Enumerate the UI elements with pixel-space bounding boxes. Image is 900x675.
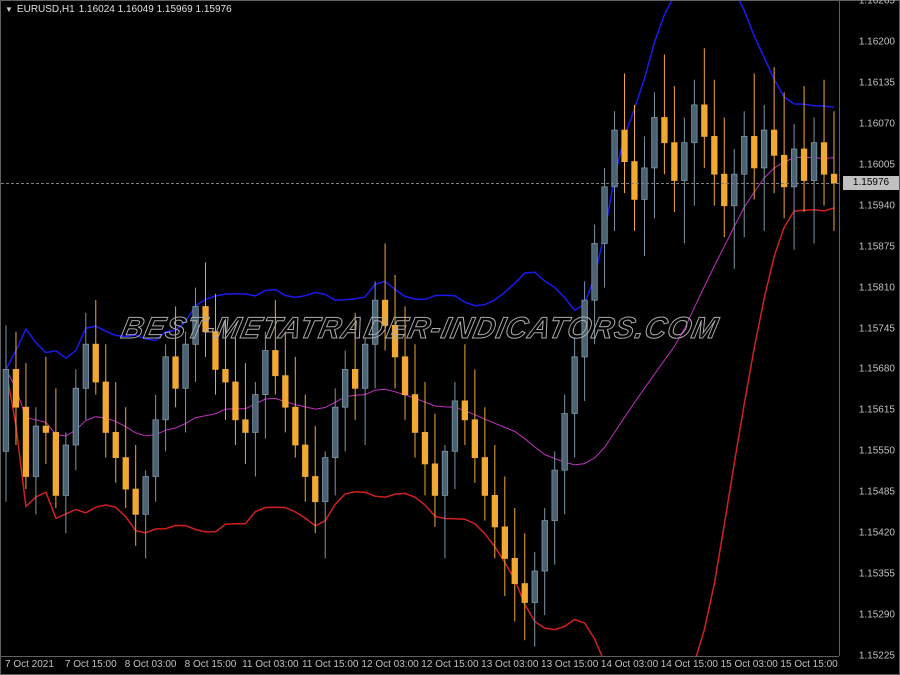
x-axis: 7 Oct 2021 7 Oct 15:00 8 Oct 03:00 8 Oct 15… [1, 656, 839, 674]
dropdown-icon[interactable]: ▼ [5, 5, 13, 14]
symbol-label: EURUSD,H1 [17, 4, 75, 15]
x-tick-label: 14 Oct 03:00 [601, 659, 658, 670]
bid-price-tag: 1.15976 [843, 176, 899, 190]
x-tick-label: 13 Oct 03:00 [481, 659, 538, 670]
y-tick-label: 1.15225 [859, 651, 895, 662]
x-tick-label: 13 Oct 15:00 [541, 659, 598, 670]
x-tick-label: 7 Oct 15:00 [65, 659, 117, 670]
bid-line [1, 183, 839, 184]
x-tick-label: 14 Oct 15:00 [661, 659, 718, 670]
y-tick-label: 1.15550 [859, 446, 895, 457]
x-tick-label: 15 Oct 03:00 [721, 659, 778, 670]
y-tick-label: 1.15615 [859, 405, 895, 416]
y-tick-label: 1.16200 [859, 36, 895, 47]
y-tick-label: 1.15745 [859, 323, 895, 334]
chart-window: ▼ EURUSD,H1 1.16024 1.16049 1.15969 1.15… [0, 0, 900, 675]
y-tick-label: 1.15875 [859, 241, 895, 252]
x-tick-label: 15 Oct 15:00 [780, 659, 837, 670]
y-tick-label: 1.15290 [859, 610, 895, 621]
x-tick-label: 11 Oct 15:00 [302, 659, 359, 670]
x-tick-label: 12 Oct 15:00 [421, 659, 478, 670]
x-tick-label: 8 Oct 15:00 [185, 659, 237, 670]
y-tick-label: 1.15940 [859, 200, 895, 211]
y-axis: 1.15976 1.162651.162001.161351.160701.16… [839, 1, 899, 656]
watermark: BEST-METATRADER-INDICATORS.COM [118, 312, 721, 346]
y-tick-label: 1.15680 [859, 364, 895, 375]
x-tick-label: 11 Oct 03:00 [242, 659, 299, 670]
ohlc-label: 1.16024 1.16049 1.15969 1.15976 [79, 4, 232, 15]
y-tick-label: 1.16005 [859, 159, 895, 170]
x-tick-label: 7 Oct 2021 [5, 659, 54, 670]
title-bar: ▼ EURUSD,H1 1.16024 1.16049 1.15969 1.15… [1, 1, 899, 17]
y-tick-label: 1.15420 [859, 528, 895, 539]
y-tick-label: 1.16070 [859, 118, 895, 129]
y-tick-label: 1.16135 [859, 77, 895, 88]
y-tick-label: 1.15355 [859, 569, 895, 580]
y-tick-label: 1.15810 [859, 282, 895, 293]
x-tick-label: 8 Oct 03:00 [125, 659, 177, 670]
x-tick-label: 12 Oct 03:00 [361, 659, 418, 670]
chart-area[interactable]: BEST-METATRADER-INDICATORS.COM [1, 1, 839, 656]
y-tick-label: 1.15485 [859, 487, 895, 498]
